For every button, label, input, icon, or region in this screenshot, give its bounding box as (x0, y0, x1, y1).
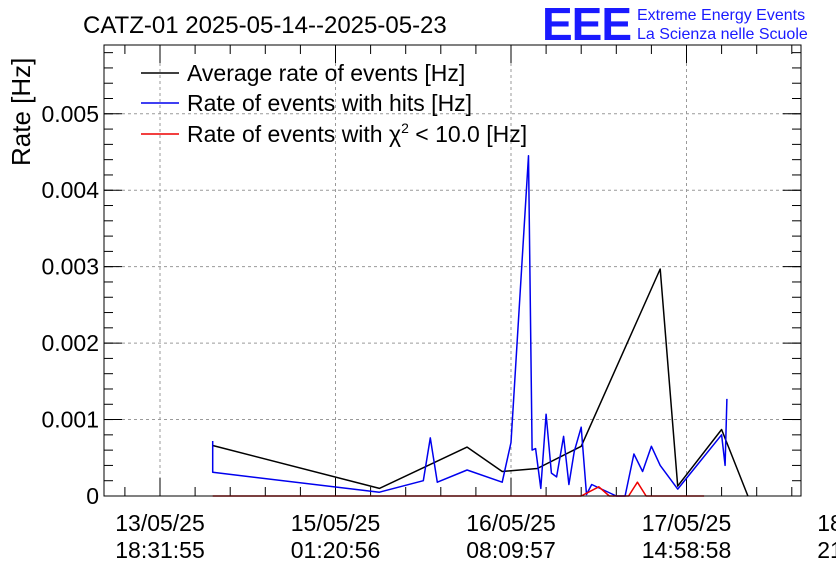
series-line-1 (211, 155, 728, 497)
y-tick-label: 0.003 (41, 254, 99, 280)
y-tick-label: 0.001 (41, 407, 99, 433)
plot-frame (103, 44, 802, 497)
y-tick-label: 0 (86, 483, 99, 509)
y-tick-label: 0.005 (41, 101, 99, 127)
legend-chi2-sup: 2 (401, 120, 409, 136)
grid (104, 45, 801, 496)
logo-line-2: La Scienza nelle Scuole (637, 26, 808, 43)
x-tick-date: 16/05/25 (466, 510, 556, 536)
x-tick-time: 14:58:58 (642, 537, 732, 563)
y-axis-label: Rate [Hz] (6, 58, 36, 166)
legend-label-chi2: Rate of events with χ2 < 10.0 [Hz] (187, 120, 527, 147)
x-tick-time: 18:31:55 (115, 537, 205, 563)
y-tick-label: 0.004 (41, 177, 99, 203)
x-tick-date: 13/05/25 (115, 510, 205, 536)
x-tick-time: 08:09:57 (466, 537, 556, 563)
x-tick-time: 21:47:59 (817, 537, 836, 563)
series-lines (211, 155, 749, 497)
legend: Average rate of events [Hz] Rate of even… (141, 60, 527, 147)
series-line-0 (212, 268, 749, 497)
x-tick-date: 15/05/25 (291, 510, 381, 536)
chart-title: CATZ-01 2025-05-14--2025-05-23 (83, 12, 447, 39)
legend-chi2-symbol: χ (389, 121, 401, 147)
legend-label-average: Average rate of events [Hz] (187, 60, 465, 86)
series-line-2 (212, 481, 705, 497)
eee-logo: EEE (542, 0, 631, 50)
legend-chi2-main: Rate of events with (187, 121, 389, 147)
logo-line-1: Extreme Energy Events (637, 7, 805, 24)
x-tick-time: 01:20:56 (291, 537, 381, 563)
y-tick-label: 0.002 (41, 330, 99, 356)
y-tick-labels: 0 0.001 0.002 0.003 0.004 0.005 (41, 101, 99, 509)
x-tick-date: 18/05/25 (817, 510, 836, 536)
legend-label-hits: Rate of events with hits [Hz] (187, 90, 472, 116)
legend-chi2-tail: < 10.0 [Hz] (409, 121, 527, 147)
x-tick-date: 17/05/25 (642, 510, 732, 536)
